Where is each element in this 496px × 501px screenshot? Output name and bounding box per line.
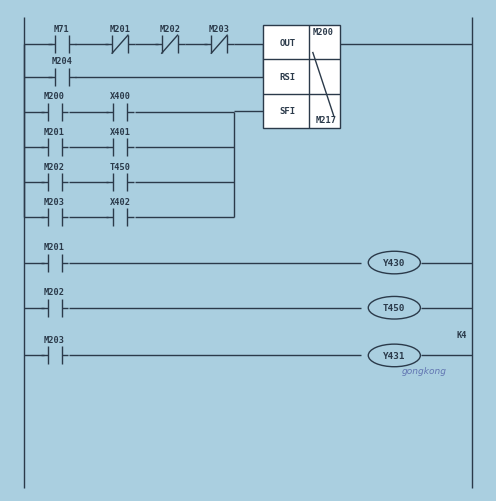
- Text: Y430: Y430: [383, 259, 406, 268]
- Text: M202: M202: [44, 162, 65, 171]
- Text: M71: M71: [54, 25, 70, 34]
- Text: M200: M200: [312, 28, 333, 37]
- Text: X402: X402: [110, 197, 130, 206]
- Text: T450: T450: [110, 162, 130, 171]
- Text: Y431: Y431: [383, 351, 406, 360]
- Text: K4: K4: [457, 331, 467, 340]
- Text: T450: T450: [383, 304, 406, 313]
- Text: M202: M202: [159, 25, 180, 34]
- FancyBboxPatch shape: [263, 26, 340, 129]
- Text: RSI: RSI: [279, 73, 296, 82]
- Text: M217: M217: [315, 116, 336, 125]
- Text: SFI: SFI: [279, 107, 296, 116]
- Text: X400: X400: [110, 92, 130, 101]
- Text: gongkong: gongkong: [402, 367, 446, 376]
- Text: M201: M201: [110, 25, 130, 34]
- Text: M201: M201: [44, 127, 65, 136]
- Text: M200: M200: [44, 92, 65, 101]
- Text: M203: M203: [44, 335, 65, 344]
- Text: M203: M203: [209, 25, 230, 34]
- Text: M201: M201: [44, 242, 65, 252]
- Text: M204: M204: [52, 57, 72, 66]
- Text: OUT: OUT: [279, 39, 296, 48]
- Text: M203: M203: [44, 197, 65, 206]
- Text: M202: M202: [44, 288, 65, 297]
- Text: X401: X401: [110, 127, 130, 136]
